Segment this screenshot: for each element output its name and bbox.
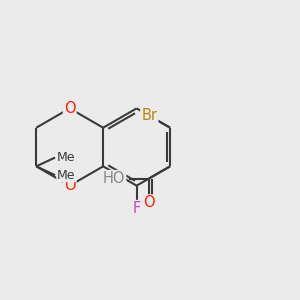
- Text: O: O: [64, 101, 76, 116]
- Text: O: O: [64, 178, 76, 193]
- Text: Me: Me: [57, 169, 75, 182]
- Text: Me: Me: [57, 151, 75, 164]
- Text: O: O: [143, 195, 155, 210]
- Text: F: F: [133, 201, 141, 216]
- Text: Br: Br: [141, 108, 157, 123]
- Text: HO: HO: [103, 171, 125, 186]
